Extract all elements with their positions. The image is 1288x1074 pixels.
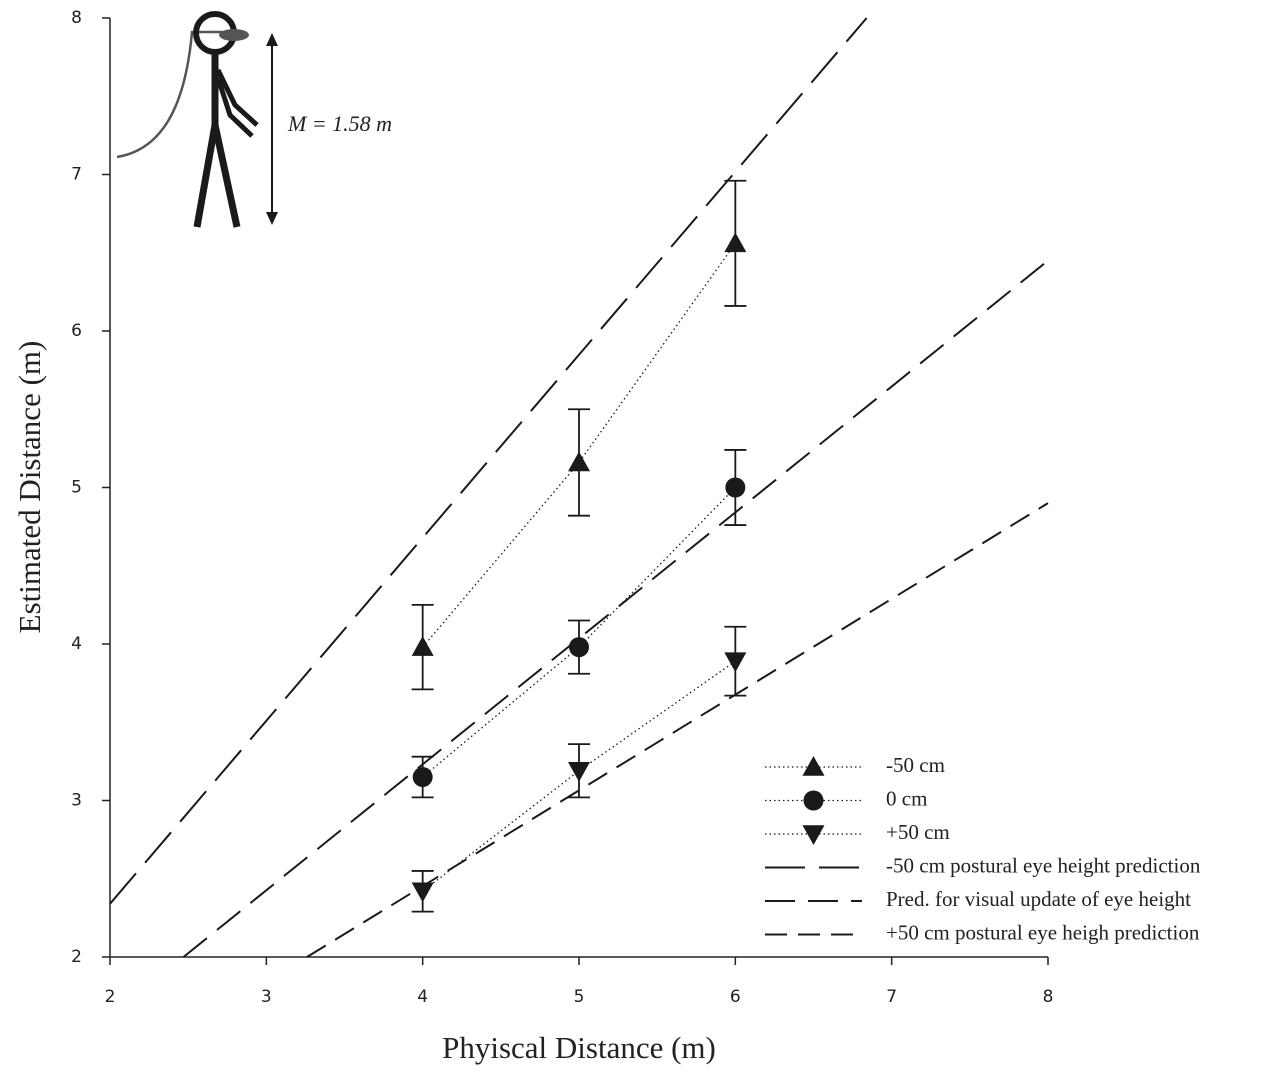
y-tick-label: 6 [71, 321, 82, 341]
legend-label: -50 cm [886, 753, 945, 777]
stick-figure [116, 11, 278, 228]
marker [802, 825, 825, 845]
x-tick-label: 5 [574, 987, 585, 1007]
marker [412, 767, 433, 788]
x-tick-label: 2 [105, 987, 116, 1007]
x-tick-label: 6 [730, 987, 741, 1007]
annotation: M = 1.58 m [287, 111, 392, 136]
y-tick-label: 4 [71, 634, 82, 654]
legend-label: -50 cm postural eye height prediction [886, 853, 1201, 877]
marker [569, 637, 589, 658]
marker [568, 761, 590, 782]
marker [803, 790, 824, 811]
y-tick-label: 3 [71, 791, 82, 811]
x-tick-label: 7 [886, 987, 897, 1007]
marker [725, 477, 746, 498]
y-tick-label: 8 [71, 8, 82, 28]
y-tick-label: 2 [71, 947, 82, 967]
x-tick-label: 8 [1043, 987, 1054, 1007]
marker [802, 756, 825, 776]
series-line [306, 502, 1049, 958]
marker [411, 882, 434, 903]
y-tick-label: 7 [71, 165, 82, 185]
y-tick-label: 5 [71, 478, 82, 498]
legend-label: +50 cm postural eye heigh prediction [886, 920, 1200, 944]
legend-label: Pred. for visual update of eye height [886, 887, 1191, 911]
marker [724, 652, 747, 673]
series-line [422, 660, 736, 892]
marker [411, 636, 434, 656]
y-axis-title: Estimated Distance (m) [12, 341, 47, 634]
x-tick-label: 3 [261, 987, 272, 1007]
series-line [182, 259, 1049, 958]
legend-label: 0 cm [886, 786, 927, 810]
marker [568, 451, 590, 472]
x-axis-title: Phyiscal Distance (m) [442, 1030, 716, 1065]
legend-label: +50 cm [886, 820, 950, 844]
marker [724, 232, 747, 253]
x-tick-label: 4 [417, 987, 428, 1007]
series-line [109, 17, 868, 905]
